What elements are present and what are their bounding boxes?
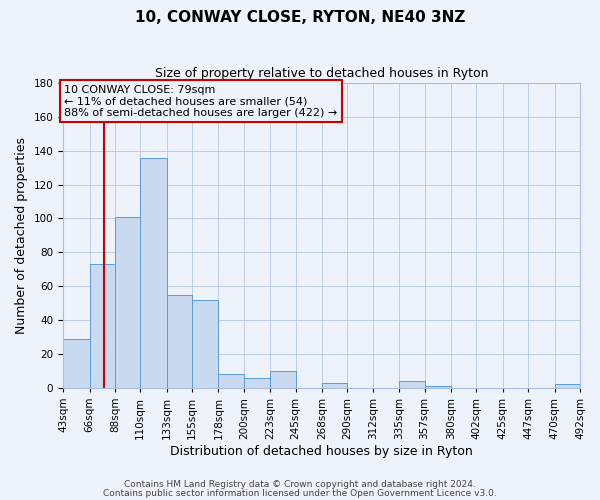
X-axis label: Distribution of detached houses by size in Ryton: Distribution of detached houses by size … xyxy=(170,444,473,458)
Text: Contains HM Land Registry data © Crown copyright and database right 2024.: Contains HM Land Registry data © Crown c… xyxy=(124,480,476,489)
Bar xyxy=(425,386,451,388)
Bar xyxy=(322,382,347,388)
Text: 10, CONWAY CLOSE, RYTON, NE40 3NZ: 10, CONWAY CLOSE, RYTON, NE40 3NZ xyxy=(135,10,465,25)
Bar xyxy=(244,378,270,388)
Text: 10 CONWAY CLOSE: 79sqm
← 11% of detached houses are smaller (54)
88% of semi-det: 10 CONWAY CLOSE: 79sqm ← 11% of detached… xyxy=(64,84,337,118)
Y-axis label: Number of detached properties: Number of detached properties xyxy=(15,137,28,334)
Bar xyxy=(270,371,296,388)
Bar xyxy=(140,158,167,388)
Bar xyxy=(192,300,218,388)
Title: Size of property relative to detached houses in Ryton: Size of property relative to detached ho… xyxy=(155,68,488,80)
Bar xyxy=(115,217,140,388)
Bar xyxy=(218,374,244,388)
Text: Contains public sector information licensed under the Open Government Licence v3: Contains public sector information licen… xyxy=(103,489,497,498)
Bar xyxy=(63,338,89,388)
Bar xyxy=(89,264,115,388)
Bar xyxy=(554,384,580,388)
Bar xyxy=(167,294,192,388)
Bar xyxy=(399,381,425,388)
